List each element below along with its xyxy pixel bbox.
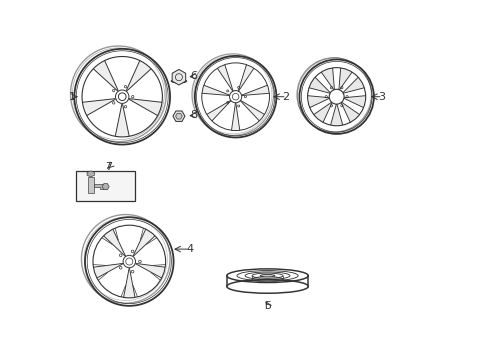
Polygon shape bbox=[94, 61, 118, 91]
Polygon shape bbox=[102, 184, 109, 190]
Polygon shape bbox=[309, 77, 329, 93]
Polygon shape bbox=[202, 85, 229, 95]
Polygon shape bbox=[87, 171, 94, 177]
Polygon shape bbox=[238, 65, 253, 91]
Text: 8: 8 bbox=[190, 110, 197, 120]
Polygon shape bbox=[343, 77, 363, 93]
Text: 6: 6 bbox=[190, 71, 197, 81]
Text: 3: 3 bbox=[378, 92, 385, 102]
Polygon shape bbox=[242, 85, 268, 95]
Polygon shape bbox=[344, 96, 365, 107]
Polygon shape bbox=[307, 96, 328, 107]
Polygon shape bbox=[133, 230, 154, 256]
Polygon shape bbox=[123, 269, 135, 297]
Text: 1: 1 bbox=[69, 92, 76, 102]
Polygon shape bbox=[338, 68, 351, 90]
Text: 4: 4 bbox=[185, 244, 193, 254]
Polygon shape bbox=[231, 103, 239, 130]
Polygon shape bbox=[115, 104, 129, 136]
Polygon shape bbox=[136, 264, 164, 278]
Polygon shape bbox=[126, 61, 150, 91]
Polygon shape bbox=[172, 69, 185, 85]
Polygon shape bbox=[313, 103, 331, 122]
Polygon shape bbox=[207, 100, 230, 121]
Bar bbox=[88, 177, 93, 193]
Polygon shape bbox=[341, 103, 359, 122]
Polygon shape bbox=[129, 99, 161, 115]
Polygon shape bbox=[104, 230, 125, 256]
Ellipse shape bbox=[260, 274, 274, 277]
Text: 7: 7 bbox=[105, 162, 112, 171]
Polygon shape bbox=[330, 104, 342, 125]
Text: 2: 2 bbox=[282, 92, 289, 102]
Polygon shape bbox=[175, 113, 182, 119]
Text: 5: 5 bbox=[264, 301, 270, 311]
Polygon shape bbox=[93, 184, 105, 189]
Polygon shape bbox=[94, 264, 122, 278]
Polygon shape bbox=[217, 65, 233, 91]
Polygon shape bbox=[321, 68, 334, 90]
Ellipse shape bbox=[171, 79, 186, 83]
Polygon shape bbox=[173, 111, 184, 121]
Polygon shape bbox=[83, 99, 115, 115]
Bar bbox=[76, 171, 134, 201]
Polygon shape bbox=[240, 100, 264, 121]
